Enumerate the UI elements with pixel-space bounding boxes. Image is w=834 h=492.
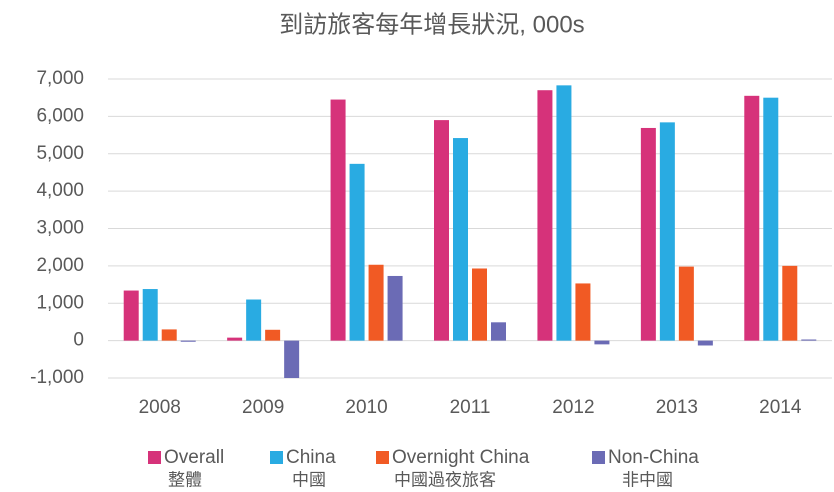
y-tick-label: 0	[73, 330, 84, 351]
bar	[123, 290, 139, 341]
bar	[142, 289, 158, 341]
x-tick-label: 2008	[139, 397, 181, 418]
bar	[265, 329, 281, 341]
bar	[763, 97, 779, 341]
y-tick-label: 3,000	[36, 218, 84, 239]
bar	[284, 340, 300, 378]
bar	[472, 268, 487, 341]
legend-swatch	[592, 451, 605, 464]
legend-label-zh: 整體	[168, 470, 202, 489]
y-tick-label: 4,000	[36, 180, 84, 201]
bar	[801, 339, 817, 341]
y-tick-label: -1,000	[30, 367, 84, 388]
bar	[678, 266, 694, 341]
y-tick-label: 7,000	[36, 68, 84, 89]
bar	[744, 95, 760, 341]
bar	[537, 90, 553, 341]
x-tick-label: 2009	[242, 397, 284, 418]
y-tick-label: 5,000	[36, 143, 84, 164]
legend-label: China	[286, 447, 336, 468]
chart-title: 到訪旅客每年增長狀況, 000s	[279, 11, 584, 38]
bar	[330, 99, 346, 341]
bar	[349, 163, 365, 341]
bar	[556, 85, 572, 341]
bar	[453, 138, 468, 341]
legend-swatch	[376, 451, 389, 464]
bar	[575, 283, 591, 341]
legend-label: Overnight China	[392, 447, 530, 468]
x-tick-label: 2011	[450, 397, 491, 418]
bar	[227, 337, 243, 341]
y-tick-label: 6,000	[36, 105, 84, 126]
bar	[434, 120, 449, 341]
legend-label: Overall	[164, 447, 224, 468]
legend-swatch	[148, 451, 161, 464]
bar	[659, 122, 675, 341]
legend-label-zh: 中國	[292, 470, 326, 489]
legend-swatch	[270, 451, 283, 464]
bar	[782, 265, 798, 341]
x-tick-label: 2012	[552, 397, 594, 418]
bar	[594, 340, 610, 345]
x-tick-label: 2010	[345, 397, 387, 418]
bar	[491, 322, 506, 341]
bar	[387, 275, 403, 341]
y-tick-label: 1,000	[36, 292, 84, 313]
bar	[246, 299, 262, 341]
legend-label-zh: 非中國	[622, 470, 673, 489]
x-tick-label: 2013	[656, 397, 698, 418]
bar	[368, 264, 384, 341]
y-tick-label: 2,000	[36, 255, 84, 276]
legend-label: Non-China	[608, 447, 699, 468]
bar	[161, 329, 177, 341]
bar	[697, 340, 713, 346]
legend-label-zh: 中國過夜旅客	[394, 470, 496, 489]
x-tick-label: 2014	[759, 397, 802, 418]
bar	[180, 340, 196, 342]
bar	[640, 127, 656, 341]
